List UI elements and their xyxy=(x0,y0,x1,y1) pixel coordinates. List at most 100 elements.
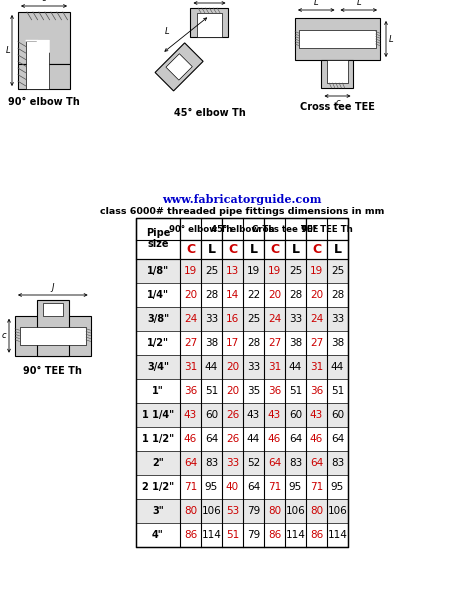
Text: 1/8": 1/8" xyxy=(147,266,169,276)
Text: 38: 38 xyxy=(289,338,302,348)
Text: 27: 27 xyxy=(268,338,281,348)
Text: 22: 22 xyxy=(247,290,260,300)
Text: L: L xyxy=(334,243,341,256)
Text: 36: 36 xyxy=(268,386,281,396)
Text: 33: 33 xyxy=(247,362,260,372)
Bar xyxy=(180,218,222,240)
Text: 83: 83 xyxy=(289,458,302,468)
Text: 79: 79 xyxy=(247,506,260,516)
Text: 19: 19 xyxy=(268,266,281,276)
Text: 51: 51 xyxy=(205,386,218,396)
Text: 17: 17 xyxy=(226,338,239,348)
Bar xyxy=(306,240,327,259)
Text: C: C xyxy=(207,0,212,1)
Text: 44: 44 xyxy=(289,362,302,372)
Text: 64: 64 xyxy=(331,434,344,444)
Bar xyxy=(136,218,348,547)
Text: 90° TEE Th: 90° TEE Th xyxy=(301,224,353,234)
Bar xyxy=(136,499,348,523)
Text: 43: 43 xyxy=(310,410,323,420)
Bar xyxy=(43,303,63,316)
Text: 3/8": 3/8" xyxy=(147,314,169,324)
Text: 36: 36 xyxy=(184,386,197,396)
Text: 1/4": 1/4" xyxy=(147,290,169,300)
Bar xyxy=(327,240,348,259)
Text: 40: 40 xyxy=(226,482,239,492)
Text: 2 1/2": 2 1/2" xyxy=(142,482,174,492)
Text: 16: 16 xyxy=(226,314,239,324)
Text: 35: 35 xyxy=(247,386,260,396)
Text: 33: 33 xyxy=(331,314,344,324)
Bar xyxy=(136,379,348,403)
Text: 64: 64 xyxy=(247,482,260,492)
Text: 90° TEE Th: 90° TEE Th xyxy=(23,365,82,376)
Text: 20: 20 xyxy=(226,386,239,396)
Text: 24: 24 xyxy=(310,314,323,324)
Text: Pipe
size: Pipe size xyxy=(146,227,170,249)
Text: 27: 27 xyxy=(310,338,323,348)
Text: 51: 51 xyxy=(289,386,302,396)
Polygon shape xyxy=(19,327,86,345)
Text: L: L xyxy=(249,243,257,256)
Text: 3": 3" xyxy=(152,506,164,516)
Polygon shape xyxy=(37,300,69,356)
Polygon shape xyxy=(15,316,91,356)
Text: 2": 2" xyxy=(152,458,164,468)
Bar xyxy=(136,259,348,283)
Text: 43: 43 xyxy=(247,410,260,420)
Text: 45° elbow Th: 45° elbow Th xyxy=(173,108,246,118)
Text: L: L xyxy=(356,0,361,7)
Text: 14: 14 xyxy=(226,290,239,300)
Bar xyxy=(264,240,285,259)
Text: 64: 64 xyxy=(310,458,323,468)
Text: class 6000# threaded pipe fittings dimensions in mm: class 6000# threaded pipe fittings dimen… xyxy=(100,207,384,216)
Text: 43: 43 xyxy=(184,410,197,420)
Text: 83: 83 xyxy=(205,458,218,468)
Text: c: c xyxy=(42,0,46,3)
Text: 64: 64 xyxy=(184,458,197,468)
Polygon shape xyxy=(295,18,380,60)
Polygon shape xyxy=(166,54,192,80)
Text: 36: 36 xyxy=(310,386,323,396)
Text: 1/2": 1/2" xyxy=(147,338,169,348)
Text: 114: 114 xyxy=(285,530,305,540)
Text: 25: 25 xyxy=(331,266,344,276)
Text: Cross tee TEE: Cross tee TEE xyxy=(300,102,375,112)
Text: 90° elbow Th: 90° elbow Th xyxy=(8,97,80,107)
Bar xyxy=(136,523,348,547)
Text: 44: 44 xyxy=(247,434,260,444)
Bar xyxy=(136,355,348,379)
Text: 106: 106 xyxy=(201,506,221,516)
Text: 20: 20 xyxy=(268,290,281,300)
Text: C: C xyxy=(186,243,195,256)
Text: 27: 27 xyxy=(184,338,197,348)
Bar xyxy=(136,403,348,427)
Text: 86: 86 xyxy=(184,530,197,540)
Text: 53: 53 xyxy=(226,506,239,516)
Text: 28: 28 xyxy=(331,290,344,300)
Text: 86: 86 xyxy=(268,530,281,540)
Bar xyxy=(136,331,348,355)
Text: 43: 43 xyxy=(268,410,281,420)
Text: 83: 83 xyxy=(331,458,344,468)
Text: 19: 19 xyxy=(184,266,197,276)
Text: 44: 44 xyxy=(331,362,344,372)
Text: 114: 114 xyxy=(328,530,347,540)
Text: 64: 64 xyxy=(205,434,218,444)
Text: 71: 71 xyxy=(268,482,281,492)
Text: 51: 51 xyxy=(226,530,239,540)
Bar xyxy=(180,240,201,259)
Text: 25: 25 xyxy=(247,314,260,324)
Text: 4": 4" xyxy=(152,530,164,540)
Text: 33: 33 xyxy=(205,314,218,324)
Text: 90° elbow Th: 90° elbow Th xyxy=(169,224,233,234)
Text: J: J xyxy=(52,283,54,292)
Text: 106: 106 xyxy=(328,506,347,516)
Text: 95: 95 xyxy=(331,482,344,492)
Text: www.fabricatorguide.com: www.fabricatorguide.com xyxy=(162,194,322,205)
Bar xyxy=(222,218,264,240)
Text: 28: 28 xyxy=(205,290,218,300)
Text: 20: 20 xyxy=(226,362,239,372)
Text: 52: 52 xyxy=(247,458,260,468)
Bar xyxy=(285,240,306,259)
